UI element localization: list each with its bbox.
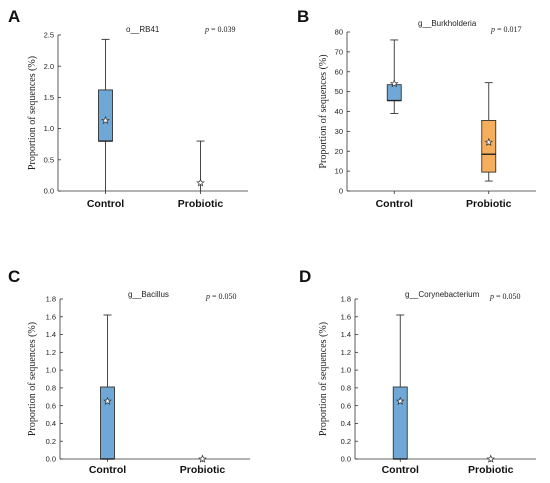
box-probiotic [196, 140, 205, 191]
chart-panel-c: Cg__Bacillus p = 0.050 Proportion of seque… [8, 267, 250, 476]
y-tick-label: 2.0 [44, 62, 54, 71]
y-tick-label: 1.5 [44, 93, 54, 102]
y-tick-label: 1.0 [44, 124, 54, 133]
category-label: Control [376, 198, 413, 210]
category-label: Probiotic [466, 198, 512, 210]
y-tick-label: 0.2 [341, 437, 351, 446]
panel-title: g__Burkholderia [418, 19, 477, 28]
y-tick-label: 70 [335, 47, 343, 56]
box-control [392, 314, 408, 460]
box-control [100, 314, 115, 460]
panel-title: g__Corynebacterium [405, 290, 480, 299]
panel-letter: C [8, 267, 20, 286]
y-tick-label: 1.8 [46, 295, 56, 304]
mean-star [198, 454, 207, 463]
y-tick-label: 0.8 [341, 383, 351, 392]
mean-star [484, 137, 494, 147]
box-iqr [481, 119, 497, 173]
y-tick-label: 30 [335, 127, 343, 136]
mean-star [395, 396, 405, 405]
mean-star [486, 454, 496, 463]
y-axis-label: Proportion of sequences (%) [27, 322, 38, 436]
category-label: Probiotic [178, 198, 224, 210]
mean-star [389, 79, 399, 88]
panel-letter: B [297, 7, 309, 26]
y-tick-label: 0.6 [46, 401, 56, 410]
y-tick-label: 0.0 [46, 455, 56, 464]
box-probiotic [486, 454, 496, 463]
panel-title: o__RB41 [126, 25, 160, 34]
y-tick-label: 1.2 [341, 348, 351, 357]
y-tick-label: 0.6 [341, 401, 351, 410]
y-axis-label: Proportion of sequences (%) [318, 54, 329, 168]
box-probiotic [198, 454, 207, 463]
box-iqr [386, 84, 402, 102]
y-tick-label: 10 [335, 167, 343, 176]
box-control [386, 39, 402, 114]
mean-star [196, 178, 205, 187]
y-tick-label: 0.0 [341, 455, 351, 464]
y-tick-label: 1.0 [341, 366, 351, 375]
y-tick-label: 50 [335, 87, 343, 96]
p-value: p = 0.039 [204, 25, 236, 34]
p-value: p = 0.050 [489, 292, 521, 301]
mean-star [103, 396, 112, 405]
y-tick-label: 0.2 [46, 437, 56, 446]
panel-letter: A [8, 7, 20, 26]
y-tick-label: 1.4 [341, 330, 351, 339]
y-tick-label: 1.2 [46, 348, 56, 357]
category-label: Probiotic [180, 464, 226, 476]
y-tick-label: 1.8 [341, 295, 351, 304]
y-tick-label: 1.0 [46, 366, 56, 375]
y-axis-label: Proportion of sequences (%) [27, 56, 38, 170]
y-tick-label: 0.5 [44, 155, 54, 164]
y-axis-label: Proportion of sequences (%) [318, 322, 329, 436]
y-tick-label: 1.4 [46, 330, 56, 339]
category-label: Control [382, 464, 419, 476]
panel-letter: D [299, 267, 311, 286]
box-control [98, 38, 113, 191]
y-tick-label: 60 [335, 67, 343, 76]
category-label: Control [87, 198, 124, 210]
y-tick-label: 2.5 [44, 31, 54, 40]
chart-panel-d: Dg__Corynebacterium p = 0.050 Proportion o… [299, 267, 536, 476]
y-tick-label: 0.8 [46, 383, 56, 392]
mean-star [101, 115, 110, 125]
box-iqr [98, 89, 113, 142]
p-value: p = 0.017 [490, 25, 522, 34]
y-tick-label: 0.4 [341, 419, 351, 428]
category-label: Control [89, 464, 126, 476]
chart-panel-a: Ao__RB41 p = 0.039 Proportion of sequences… [8, 7, 248, 210]
y-tick-label: 0 [339, 187, 343, 196]
y-tick-label: 0.0 [44, 187, 54, 196]
y-tick-label: 20 [335, 147, 343, 156]
p-value: p = 0.050 [205, 292, 237, 301]
y-tick-label: 80 [335, 28, 343, 37]
panel-title: g__Bacillus [128, 290, 169, 299]
category-label: Probiotic [468, 464, 514, 476]
y-tick-label: 1.6 [46, 312, 56, 321]
box-probiotic [481, 82, 497, 182]
y-tick-label: 1.6 [341, 312, 351, 321]
y-tick-label: 0.4 [46, 419, 56, 428]
y-tick-label: 40 [335, 107, 343, 116]
